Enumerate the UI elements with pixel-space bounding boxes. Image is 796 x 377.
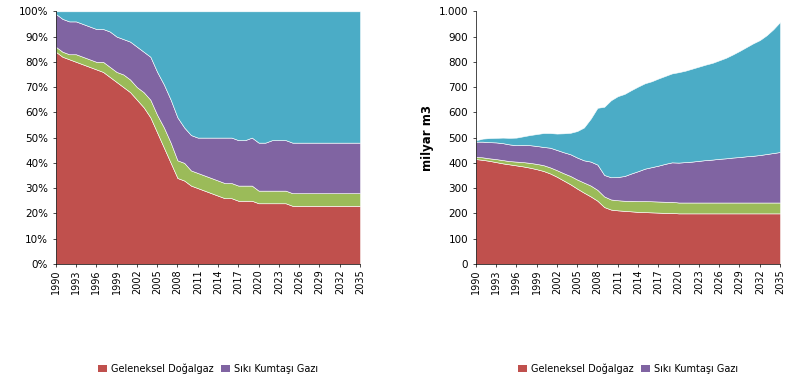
Y-axis label: milyar m3: milyar m3 (421, 104, 435, 171)
Legend: Geleneksel Doğalgaz, Kömür Yataklı Metan, Sıkı Kumtaşı Gazı, Kaya (şeyl) Gazı: Geleneksel Doğalgaz, Kömür Yataklı Metan… (514, 360, 742, 377)
Legend: Geleneksel Doğalgaz, Kömür Yataklı Metan, Sıkı Kumtaşı Gazı, Kaya (şeyl) Gazı: Geleneksel Doğalgaz, Kömür Yataklı Metan… (94, 360, 322, 377)
